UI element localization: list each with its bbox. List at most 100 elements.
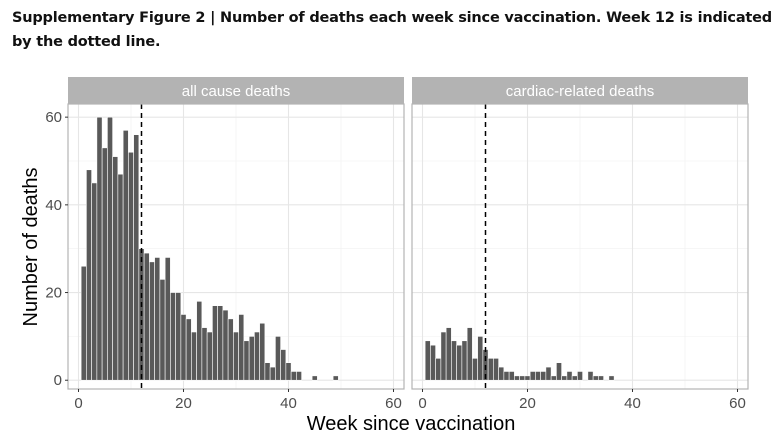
bar-week-17 bbox=[164, 257, 171, 381]
bar-week-2 bbox=[86, 169, 92, 381]
bar-week-8 bbox=[117, 173, 124, 381]
bar-week-40 bbox=[285, 362, 292, 381]
bar-week-24 bbox=[201, 327, 208, 381]
bar-week-37 bbox=[269, 366, 276, 381]
bar-week-5 bbox=[445, 327, 452, 381]
bar-week-1 bbox=[424, 340, 431, 381]
bar-week-7 bbox=[456, 344, 463, 381]
bar-week-21 bbox=[185, 318, 192, 381]
bar-week-38 bbox=[275, 336, 281, 381]
bar-week-33 bbox=[248, 336, 255, 381]
bar-week-26 bbox=[212, 305, 218, 381]
x-tick-label: 20 bbox=[519, 395, 536, 412]
bar-week-10 bbox=[128, 151, 134, 381]
y-axis-title: Number of deaths bbox=[20, 168, 42, 327]
bar-week-32 bbox=[587, 371, 594, 381]
bar-week-25 bbox=[206, 331, 213, 381]
bar-week-42 bbox=[296, 371, 302, 381]
bar-week-36 bbox=[264, 362, 271, 381]
facet-label: all cause deaths bbox=[182, 83, 290, 100]
bar-week-9 bbox=[122, 130, 129, 381]
bar-week-28 bbox=[566, 371, 573, 381]
bar-week-21 bbox=[529, 371, 536, 381]
bar-week-22 bbox=[191, 331, 197, 381]
bar-week-19 bbox=[175, 292, 182, 381]
bar-week-29 bbox=[571, 375, 578, 381]
bar-week-26 bbox=[556, 362, 562, 381]
x-tick-label: 0 bbox=[74, 395, 82, 412]
bar-week-14 bbox=[493, 358, 499, 381]
bar-week-15 bbox=[498, 366, 505, 381]
y-tick-label: 0 bbox=[54, 372, 62, 389]
bar-week-49 bbox=[332, 375, 339, 381]
bar-week-4 bbox=[440, 331, 447, 381]
bar-week-32 bbox=[243, 340, 250, 381]
bar-week-28 bbox=[222, 309, 229, 381]
bar-week-9 bbox=[466, 327, 473, 381]
y-tick-label: 40 bbox=[45, 197, 62, 214]
bar-week-3 bbox=[435, 358, 442, 381]
y-tick-label: 20 bbox=[45, 285, 62, 302]
bar-week-15 bbox=[154, 257, 161, 381]
bar-week-39 bbox=[280, 349, 287, 381]
bar-week-10 bbox=[472, 358, 478, 381]
bar-week-35 bbox=[259, 322, 266, 381]
x-tick-label: 60 bbox=[729, 395, 746, 412]
bar-week-23 bbox=[196, 301, 203, 381]
bar-week-11 bbox=[477, 336, 484, 381]
bar-week-36 bbox=[608, 375, 615, 381]
bar-week-18 bbox=[170, 292, 176, 381]
bar-week-45 bbox=[311, 375, 318, 381]
bar-week-25 bbox=[550, 375, 557, 381]
facet-strip bbox=[412, 77, 748, 104]
bar-week-29 bbox=[227, 318, 234, 381]
bar-week-23 bbox=[540, 371, 547, 381]
bar-week-41 bbox=[290, 371, 297, 381]
panel-cardiac: cardiac-related deaths 0 20 40 60 bbox=[411, 77, 749, 412]
bar-week-24 bbox=[545, 366, 552, 381]
bar-week-16 bbox=[503, 371, 510, 381]
bar-week-19 bbox=[519, 375, 526, 381]
panel-all-cause: all cause deaths 0 20 40 60 0 20 40 60 bbox=[45, 77, 405, 412]
bar-week-13 bbox=[487, 358, 494, 381]
bar-week-13 bbox=[143, 252, 150, 381]
bar-week-2 bbox=[430, 344, 436, 381]
panel-border bbox=[67, 103, 405, 390]
bar-week-6 bbox=[451, 340, 457, 381]
bar-week-27 bbox=[217, 305, 224, 381]
bar-week-33 bbox=[592, 375, 599, 381]
bar-week-34 bbox=[254, 331, 260, 381]
x-tick-label: 0 bbox=[418, 395, 426, 412]
bar-week-11 bbox=[133, 134, 140, 381]
bar-week-5 bbox=[101, 147, 108, 381]
bar-week-22 bbox=[535, 371, 541, 381]
x-tick-label: 20 bbox=[175, 395, 192, 412]
x-tick-label: 60 bbox=[385, 395, 402, 412]
x-tick-label: 40 bbox=[280, 395, 297, 412]
facet-strip bbox=[68, 77, 404, 104]
x-tick-label: 40 bbox=[624, 395, 641, 412]
bar-week-4 bbox=[96, 116, 103, 381]
bar-week-16 bbox=[159, 279, 166, 381]
bar-week-1 bbox=[80, 265, 87, 381]
bar-week-31 bbox=[238, 314, 245, 381]
bar-week-6 bbox=[107, 116, 113, 381]
facet-label: cardiac-related deaths bbox=[506, 83, 654, 100]
bar-week-30 bbox=[233, 331, 239, 381]
bar-week-7 bbox=[112, 156, 119, 381]
x-axis-title: Week since vaccination bbox=[307, 413, 516, 435]
bar-week-27 bbox=[561, 375, 568, 381]
bar-week-18 bbox=[514, 375, 520, 381]
bar-week-20 bbox=[524, 375, 531, 381]
bar-week-3 bbox=[91, 182, 98, 381]
bar-week-17 bbox=[508, 371, 515, 381]
bar-week-20 bbox=[180, 314, 187, 381]
panel-border bbox=[411, 103, 749, 390]
figure-caption: Supplementary Figure 2 | Number of death… bbox=[12, 10, 772, 50]
y-tick-label: 60 bbox=[45, 109, 62, 126]
bar-week-34 bbox=[598, 375, 604, 381]
bar-week-14 bbox=[149, 261, 155, 381]
bar-week-30 bbox=[577, 371, 583, 381]
bar-week-8 bbox=[461, 340, 468, 381]
